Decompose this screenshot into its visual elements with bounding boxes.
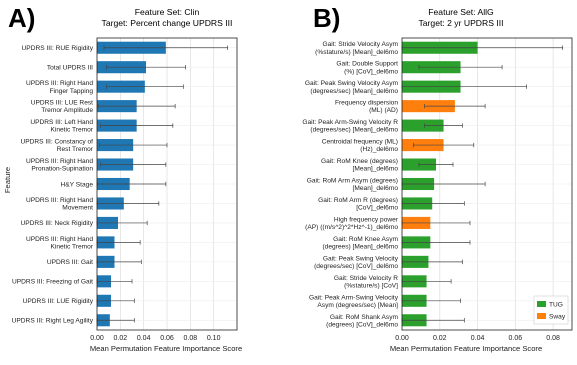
panel-a-y-axis-label: Feature — [3, 167, 12, 193]
panel-b-x-tick-label: 0.02 — [433, 335, 447, 342]
panel-a-plot: 0.00 0.02 0.04 0.06 0.08 0.10 UPDRS III: RUE R… — [12, 37, 238, 342]
panel-b-label: B) — [313, 3, 340, 33]
panel-a-x-tick-label: 0.02 — [114, 335, 128, 342]
panel-a-category-label: UPDRS III: Constancy of Rest Tremor — [20, 139, 93, 154]
panel-a-title: Feature Set: Clin — [135, 7, 200, 17]
panel-b-category-label: Gait: RoM Arm Asym (degrees) [Mean]_del6m… — [307, 178, 399, 193]
panel-b-bar — [402, 119, 444, 132]
panel-b-x-axis-label: Mean Permutation Feature Importance Scor… — [390, 344, 542, 353]
panel-b-category-label: Centroidal frequency (ML) (Hz)_del6mo — [322, 139, 399, 154]
panel-a-category-label: UPDRS III: Neck Rigidity — [20, 220, 93, 227]
panel-b-x-tick-label: 0.08 — [546, 335, 560, 342]
panel-a-category-label: Total UPDRS III — [47, 65, 93, 72]
panel-b-category-label: Gait: RoM Shank Asym (degrees) [CoV]_del6… — [326, 314, 398, 329]
panel-b-legend-label: TUG — [549, 302, 563, 309]
panel-a-frame — [96, 37, 238, 331]
panel-b-category-label: Gait: Peak Arm-Swing Velocity R (degrees/… — [302, 119, 398, 134]
panel-a-x-tick-label: 0.06 — [160, 335, 174, 342]
panel-a-category-label: UPDRS III: Right Hand Finger Tapping — [26, 80, 93, 95]
panel-a-x-axis-label: Mean Permutation Feature Importance Scor… — [90, 344, 242, 353]
panel-b-category-label: Gait: Stride Velocity R (%stature/s) [CoV… — [334, 275, 398, 290]
panel-a-category-label: H&Y Stage — [60, 181, 93, 188]
panel-b-category-label: Gait: Double Support (%) [CoV]_del6mo — [336, 61, 398, 76]
panel-b-title: Feature Set: AllG — [428, 7, 494, 17]
panel-a-category-label: UPDRS III: Right Leg Agility — [12, 318, 94, 325]
panel-a-category-label: UPDRS III: Right Hand Movement — [26, 197, 93, 212]
panel-b-category-label: Gait: RoM Knee Asym (degrees) [Mean]_del6… — [322, 236, 398, 251]
panel-b-x-tick-label: 0.00 — [395, 335, 409, 342]
panel-b-category-label: Gait: Peak Swing Velocity (degrees/sec) [… — [314, 255, 399, 270]
panel-b-x-tick-label: 0.06 — [509, 335, 523, 342]
panel-b-subtitle: Target: 2 yr UPDRS III — [418, 18, 503, 28]
panel-a-category-label: UPDRS III: Left Hand Kinetic Tremor — [30, 119, 93, 134]
panel-b-plot: 0.00 0.02 0.04 0.06 0.08 Gait: Stride Velocit… — [302, 37, 573, 342]
panel-a-x-tick-label: 0.04 — [137, 335, 151, 342]
panel-a-category-label: UPDRS III: Gait — [47, 259, 93, 266]
panel-b-category-label: Gait: Peak Arm-Swing Velocity Asym (degre… — [309, 294, 399, 309]
panel-b-category-label: Gait: RoM Knee (degrees) [Mean]_del6mo — [321, 158, 398, 173]
panel-a-x-tick-label: 0.10 — [207, 335, 221, 342]
panel-b-category-label: Gait: RoM Arm R (degrees) [CoV]_del6mo — [318, 197, 398, 212]
panel-b-category-label: High frequency power (AP) ((m/s^2)^2*Hz^-… — [305, 216, 399, 231]
panel-a-category-label: UPDRS III: Right Hand Kinetic Tremor — [26, 236, 94, 251]
panel-a-category-label: UPDRS III: LUE Rigidity — [23, 298, 94, 305]
panel-b-legend: TUG Sway — [533, 295, 569, 325]
panel-b-legend-label: Sway — [549, 314, 566, 321]
panel-b-category-label: Gait: Stride Velocity Asym (%stature/s) [… — [315, 41, 398, 56]
panel-a-label: A) — [8, 3, 35, 33]
panel-b-x-tick-label: 0.04 — [471, 335, 485, 342]
panel-b-category-label: Gait: Peak Swing Velocity Asym (degrees/s… — [305, 80, 399, 95]
panel-b-legend-box — [533, 295, 569, 325]
panel-b-category-label: Frequency dispersion (ML) (AD) — [335, 100, 398, 115]
panel-b-frame — [401, 37, 573, 331]
panel-a-category-label: UPDRS III: LUE Rest Tremor Amplitude — [31, 100, 94, 115]
panel-a-x-tick-label: 0.00 — [90, 335, 104, 342]
panel-a-subtitle: Target: Percent change UPDRS III — [102, 18, 233, 28]
panel-a-category-label: UPDRS III: RUE Rigidity — [22, 45, 94, 52]
panel-a-x-tick-label: 0.08 — [184, 335, 198, 342]
panel-b-legend-swatch — [537, 313, 546, 319]
panel-a-subtitle-text: Target: Percent change UPDRS III — [102, 18, 233, 28]
panel-a-category-label: UPDRS III: Freezing of Gait — [12, 279, 93, 286]
panel-b-legend-swatch — [537, 301, 546, 307]
panel-a-category-label: UPDRS III: Right Hand Pronation-Supinatio… — [26, 158, 93, 173]
